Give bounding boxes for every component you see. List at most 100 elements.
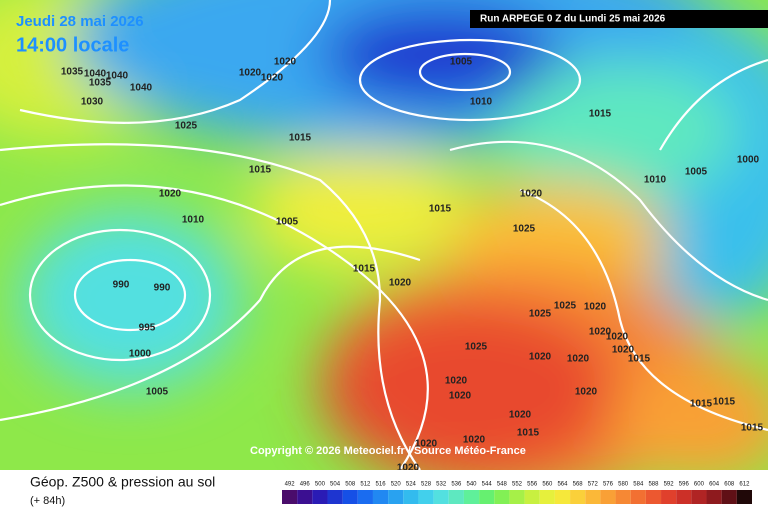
z500-field xyxy=(0,0,768,500)
isobar-label: 1020 xyxy=(463,435,486,446)
isobar-label: 1025 xyxy=(175,121,198,132)
isobar-label: 1000 xyxy=(129,349,152,360)
isobar-label: 1015 xyxy=(289,133,312,144)
isobar-label: 1015 xyxy=(690,399,713,410)
isobar-label: 1040 xyxy=(130,83,153,94)
isobar-label: 1015 xyxy=(589,109,612,120)
scale-swatch xyxy=(554,490,571,504)
isobar-label: 1020 xyxy=(529,352,552,363)
scale-swatch xyxy=(509,490,525,504)
run-info: Run ARPEGE 0 Z du Lundi 25 mai 2026 xyxy=(480,14,666,25)
color-scale: 492 496 500 504 508 512 516 520 524 528 532 536 540 5… xyxy=(282,482,752,504)
scale-swatch xyxy=(691,490,707,504)
scale-label: 596 xyxy=(679,482,690,488)
isobar-label: 1020 xyxy=(520,189,543,200)
scale-label: 592 xyxy=(664,482,675,488)
run-banner xyxy=(470,10,768,28)
scale-label: 544 xyxy=(482,482,493,488)
isobar-label: 1020 xyxy=(159,189,182,200)
isobar-label: 1015 xyxy=(517,428,540,439)
isobar-label: 1015 xyxy=(713,397,736,408)
scale-swatch xyxy=(388,490,404,504)
scale-label: 548 xyxy=(497,482,508,488)
isobar-label: 1005 xyxy=(276,217,299,228)
scale-label: 516 xyxy=(376,482,387,488)
scale-swatch xyxy=(312,490,328,504)
isobar-label: 1020 xyxy=(274,57,297,68)
scale-swatch xyxy=(676,490,692,504)
isobars xyxy=(0,0,768,432)
scale-swatch xyxy=(479,490,495,504)
scale-label: 568 xyxy=(573,482,584,488)
isobar-label: 1020 xyxy=(415,439,438,450)
scale-label: 492 xyxy=(285,482,296,488)
copyright: Copyright © 2026 Meteociel.fr / Source M… xyxy=(250,445,526,457)
isobar-label: 1035 xyxy=(61,67,84,78)
isobar-label: 1020 xyxy=(589,327,612,338)
isobar-label: 1005 xyxy=(450,57,473,68)
isobar-label: 1035 xyxy=(89,78,112,89)
isobar-labels: 1035 1040 10401035103010401025102010201020… xyxy=(61,57,764,474)
isobar-label: 1025 xyxy=(465,342,488,353)
isobar-label: 1025 xyxy=(529,309,552,320)
isobar-label: 1015 xyxy=(429,204,452,215)
date: Jeudi 28 mai 2026 xyxy=(16,13,144,30)
isobar-label: 1005 xyxy=(685,167,708,178)
scale-label: 528 xyxy=(421,482,432,488)
isobar-label: 990 xyxy=(113,280,130,291)
scale-label: 588 xyxy=(648,482,659,488)
isobar-label: 1020 xyxy=(612,345,635,356)
isobar-label: 1020 xyxy=(606,332,629,343)
isobar-label: 1010 xyxy=(470,97,493,108)
scale-swatch xyxy=(524,490,540,504)
isobar-label: 995 xyxy=(139,323,156,334)
scale-swatch xyxy=(600,490,616,504)
scale-label: 564 xyxy=(557,482,568,488)
scale-label: 584 xyxy=(633,482,644,488)
isobar-label: 1020 xyxy=(261,73,284,84)
isobar-label: 1020 xyxy=(449,391,472,402)
isobar-label: 1015 xyxy=(741,423,764,434)
scale-swatch xyxy=(539,490,555,504)
isobar-label: 1020 xyxy=(397,463,420,474)
scale-label: 556 xyxy=(527,482,538,488)
isobar-label: 1000 xyxy=(737,155,760,166)
footer-lead: (+ 84h) xyxy=(30,495,65,507)
scale-swatch xyxy=(357,490,373,504)
scale-swatch xyxy=(736,490,752,504)
isobar-label: 1015 xyxy=(628,354,651,365)
isobar-label: 1015 xyxy=(353,264,376,275)
scale-swatch xyxy=(327,490,343,504)
scale-label: 520 xyxy=(391,482,402,488)
isobar-label: 1020 xyxy=(584,302,607,313)
isobar-label: 1020 xyxy=(575,387,598,398)
scale-swatch xyxy=(463,490,480,504)
isobar-label: 1025 xyxy=(554,301,577,312)
scale-label: 532 xyxy=(436,482,447,488)
isobar-label: 1020 xyxy=(509,410,532,421)
scale-label: 540 xyxy=(467,482,478,488)
scale-swatch xyxy=(645,490,662,504)
scale-label: 580 xyxy=(618,482,629,488)
isobar-label: 1020 xyxy=(567,354,590,365)
scale-swatch xyxy=(630,490,646,504)
scale-swatch xyxy=(661,490,677,504)
scale-label: 500 xyxy=(315,482,326,488)
scale-swatch xyxy=(721,490,737,504)
scale-swatch xyxy=(372,490,389,504)
isobar-label: 1005 xyxy=(146,387,169,398)
isobar-label: 1015 xyxy=(249,165,272,176)
time: 14:00 locale xyxy=(16,34,129,56)
scale-label: 560 xyxy=(542,482,553,488)
scale-label: 576 xyxy=(603,482,614,488)
isobar-label: 1020 xyxy=(389,278,412,289)
scale-swatch xyxy=(585,490,601,504)
scale-label: 612 xyxy=(739,482,750,488)
scale-swatch xyxy=(297,490,313,504)
scale-label: 496 xyxy=(300,482,311,488)
scale-label: 524 xyxy=(406,482,417,488)
isobar-label: 990 xyxy=(154,283,171,294)
isobar-label: 1040 xyxy=(84,69,107,80)
